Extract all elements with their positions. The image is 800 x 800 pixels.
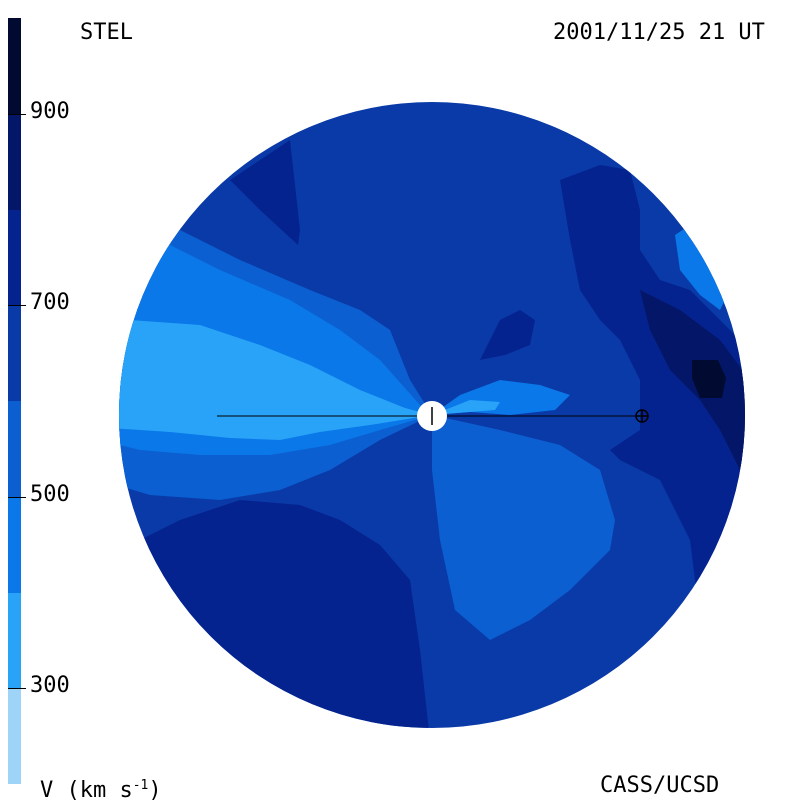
colorbar-band	[8, 688, 21, 784]
observatory-label: STEL	[80, 20, 133, 45]
colorbar-band	[8, 113, 21, 210]
colorbar-band	[8, 592, 21, 689]
colorbar-band	[8, 18, 21, 114]
contour-left-band-light	[119, 320, 432, 440]
contour-right-wedge-light	[432, 400, 500, 415]
colorbar-tick-mark	[8, 496, 26, 498]
quantity-label: V (km s-1)	[40, 778, 162, 800]
credit-label: CASS/UCSD	[600, 773, 720, 798]
colorbar-band	[8, 401, 21, 497]
colorbar-tick-mark	[8, 688, 26, 690]
contour-right-core	[692, 360, 726, 398]
colorbar-tick-label: 300	[30, 673, 70, 699]
colorbar	[8, 18, 21, 784]
colorbar-tick-label: 700	[30, 290, 70, 316]
colorbar-tick-mark	[8, 113, 26, 115]
contour-lower-fan	[432, 415, 615, 640]
colorbar-band	[8, 305, 21, 401]
colorbar-tick-label: 500	[30, 481, 70, 507]
colorbar-band	[8, 209, 21, 306]
contour-upper-left-notch	[230, 140, 300, 245]
colorbar-tick-label: 900	[30, 98, 70, 124]
timestamp-label: 2001/11/25 21 UT	[553, 20, 765, 45]
contour-centre-island	[480, 310, 535, 360]
contour-upper-right-lobe	[675, 225, 730, 310]
colorbar-band	[8, 496, 21, 593]
colorbar-tick-mark	[8, 305, 26, 307]
